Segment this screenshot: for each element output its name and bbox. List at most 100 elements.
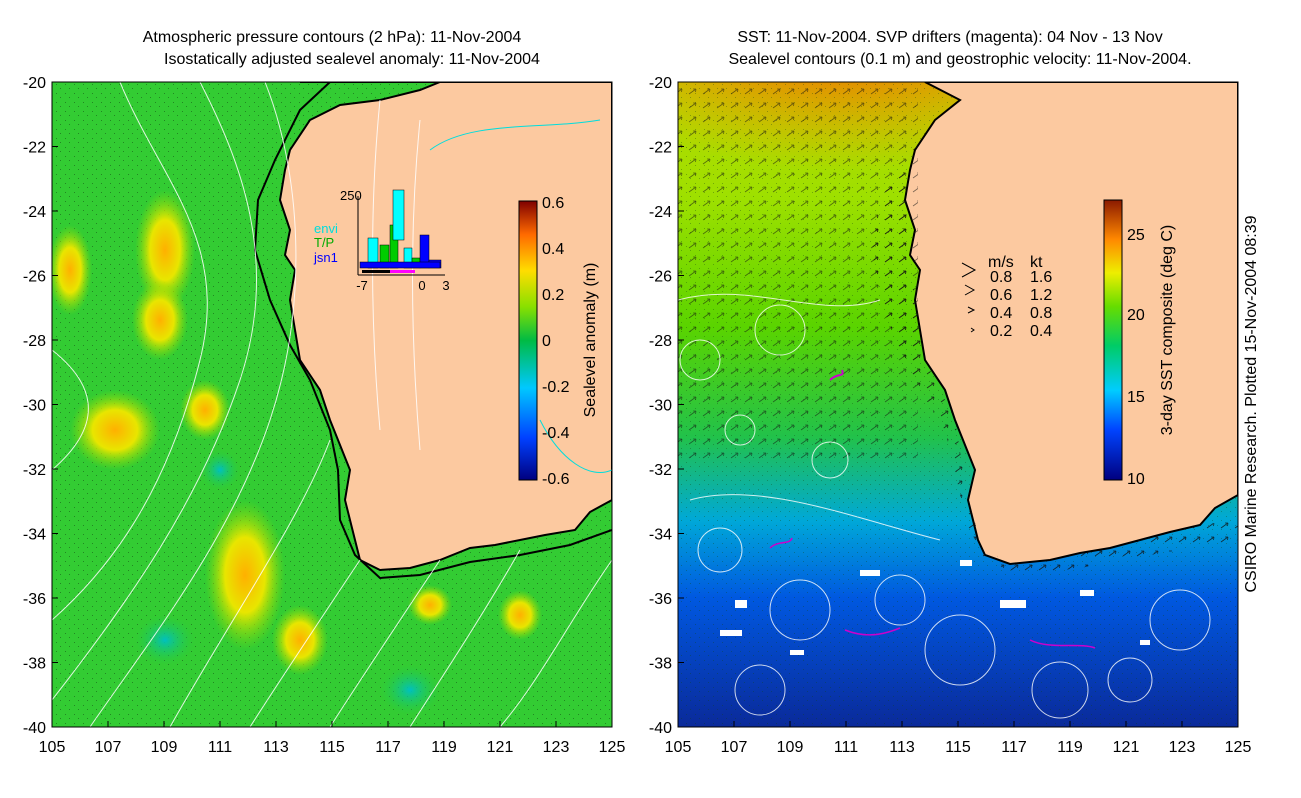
lon-tick-label: 113 (263, 739, 289, 756)
sla-cb-tick: -0.2 (542, 379, 570, 396)
sla-cb-tick: 0.4 (542, 241, 564, 258)
sst-cb-tick: 25 (1127, 227, 1145, 244)
sla-cb-tick: 0 (542, 333, 551, 350)
velocity-legend: m/s kt 0.8 1.6 0.6 1.2 0.4 0.8 0.2 0.4 (961, 254, 1052, 340)
lon-tick-label: 107 (721, 739, 748, 756)
velocity-arrow-icon (964, 284, 976, 296)
sla-high-blob (70, 390, 160, 470)
sla-high-blob (132, 280, 188, 360)
lon-tick-label: 123 (1169, 739, 1196, 756)
lat-tick-label: -22 (649, 140, 672, 157)
velocity-legend-ms: 0.2 (990, 323, 1012, 340)
lon-tick-label: 111 (208, 739, 232, 756)
left-lat-axis: -20 -22 -24 -26 -28 -30 -32 -34 -36 -38 -40 (23, 75, 58, 737)
left-title-line1: Atmospheric pressure contours (2 hPa): 1… (142, 29, 522, 46)
lon-tick-label: 105 (665, 739, 692, 756)
lon-tick-label: 115 (319, 739, 345, 756)
lon-tick-label: 119 (1057, 739, 1083, 756)
inset-legend-tp: T/P (314, 235, 334, 250)
sla-high-blob (52, 225, 92, 315)
lat-tick-label: -38 (649, 656, 672, 673)
lat-tick-label: -22 (23, 140, 46, 157)
right-lon-axis: 105 107 109 111 113 115 117 119 121 123 125 (665, 721, 1252, 756)
sst-cb-tick: 20 (1127, 307, 1145, 324)
left-colorbar: 0.6 0.4 0.2 0 -0.2 -0.4 -0.6 Sealevel an… (518, 195, 599, 488)
lat-tick-label: -36 (23, 591, 46, 608)
lat-tick-label: -40 (649, 720, 672, 737)
inset-bar (359, 261, 441, 269)
velocity-legend-ms: 0.6 (990, 287, 1012, 304)
lat-tick-label: -26 (649, 269, 672, 286)
lat-tick-label: -38 (23, 656, 46, 673)
lon-tick-label: 107 (95, 739, 122, 756)
sla-high-blob (180, 380, 230, 440)
lat-tick-label: -28 (649, 333, 672, 350)
lon-tick-label: 105 (39, 739, 66, 756)
lon-tick-label: 109 (151, 739, 178, 756)
sealevel-contours (678, 293, 1211, 719)
svp-drifter-track (829, 369, 844, 381)
sla-low-blob (135, 615, 195, 665)
velocity-arrow-icon (961, 262, 977, 278)
sla-colorbar (518, 200, 538, 481)
lon-tick-label: 111 (834, 739, 858, 756)
right-colorbar: 25 20 15 10 3-day SST composite (deg C) (1103, 199, 1176, 488)
sla-high-blob (205, 500, 285, 650)
svp-drifter-track (844, 627, 901, 636)
sla-high-blob (498, 590, 542, 640)
lat-tick-label: -20 (23, 75, 46, 92)
lon-tick-label: 125 (599, 739, 626, 756)
sla-cb-tick: -0.4 (542, 425, 570, 442)
lon-tick-label: 117 (375, 739, 401, 756)
lat-tick-label: -30 (23, 398, 46, 415)
lat-tick-label: -30 (649, 398, 672, 415)
lat-tick-label: -24 (23, 204, 46, 221)
lon-tick-label: 121 (487, 739, 514, 756)
sla-high-blob (272, 605, 328, 675)
sla-high-blob (408, 585, 452, 625)
lat-tick-label: -24 (649, 204, 672, 221)
inset-xtick: 3 (442, 278, 449, 293)
lon-tick-label: 121 (1113, 739, 1140, 756)
velocity-arrow-icon (970, 327, 975, 333)
velocity-legend-ms: 0.8 (990, 269, 1012, 286)
lon-tick-label: 115 (945, 739, 971, 756)
velocity-legend-ms-header: m/s (988, 254, 1014, 271)
lat-tick-label: -28 (23, 333, 46, 350)
lon-tick-label: 125 (1225, 739, 1252, 756)
inset-xtick: 0 (418, 278, 425, 293)
sla-cb-tick: -0.6 (542, 471, 570, 488)
lat-tick-label: -40 (23, 720, 46, 737)
velocity-legend-kt: 1.2 (1030, 287, 1052, 304)
sst-colorbar-label: 3-day SST composite (deg C) (1159, 225, 1176, 435)
credit-text: CSIRO Marine Research. Plotted 15-Nov-20… (1243, 215, 1260, 592)
left-shelf-contour (253, 82, 612, 580)
lat-tick-label: -32 (649, 462, 672, 479)
right-map (678, 82, 1238, 727)
right-title-line1: SST: 11-Nov-2004. SVP drifters (magenta)… (737, 29, 1163, 46)
inset-legend-jsn1: jsn1 (313, 250, 338, 265)
lat-tick-label: -26 (23, 269, 46, 286)
lon-tick-label: 119 (431, 739, 457, 756)
sla-colorbar-label: Sealevel anomaly (m) (582, 263, 599, 418)
lon-tick-label: 109 (777, 739, 804, 756)
lat-tick-label: -32 (23, 462, 46, 479)
lat-tick-label: -20 (649, 75, 672, 92)
sla-low-blob (200, 450, 240, 490)
velocity-legend-ms: 0.4 (990, 305, 1012, 322)
lon-tick-label: 113 (889, 739, 915, 756)
sla-cb-tick: 0.6 (542, 195, 564, 212)
velocity-legend-kt: 0.8 (1030, 305, 1052, 322)
velocity-legend-kt: 0.4 (1030, 323, 1052, 340)
inset-xtick: -7 (356, 278, 368, 293)
sst-cb-tick: 10 (1127, 471, 1145, 488)
velocity-arrow-icon (967, 306, 976, 314)
left-lon-axis: 105 107 109 111 113 115 117 119 121 123 125 (39, 721, 626, 756)
lat-tick-label: -34 (649, 527, 672, 544)
lat-tick-label: -36 (649, 591, 672, 608)
altimeter-inset: 250 -7 0 3 envi T/P jsn1 (313, 188, 450, 293)
lat-tick-label: -34 (23, 527, 46, 544)
sst-cb-tick: 15 (1127, 389, 1145, 406)
inset-bar (392, 189, 405, 241)
lon-tick-label: 123 (543, 739, 570, 756)
